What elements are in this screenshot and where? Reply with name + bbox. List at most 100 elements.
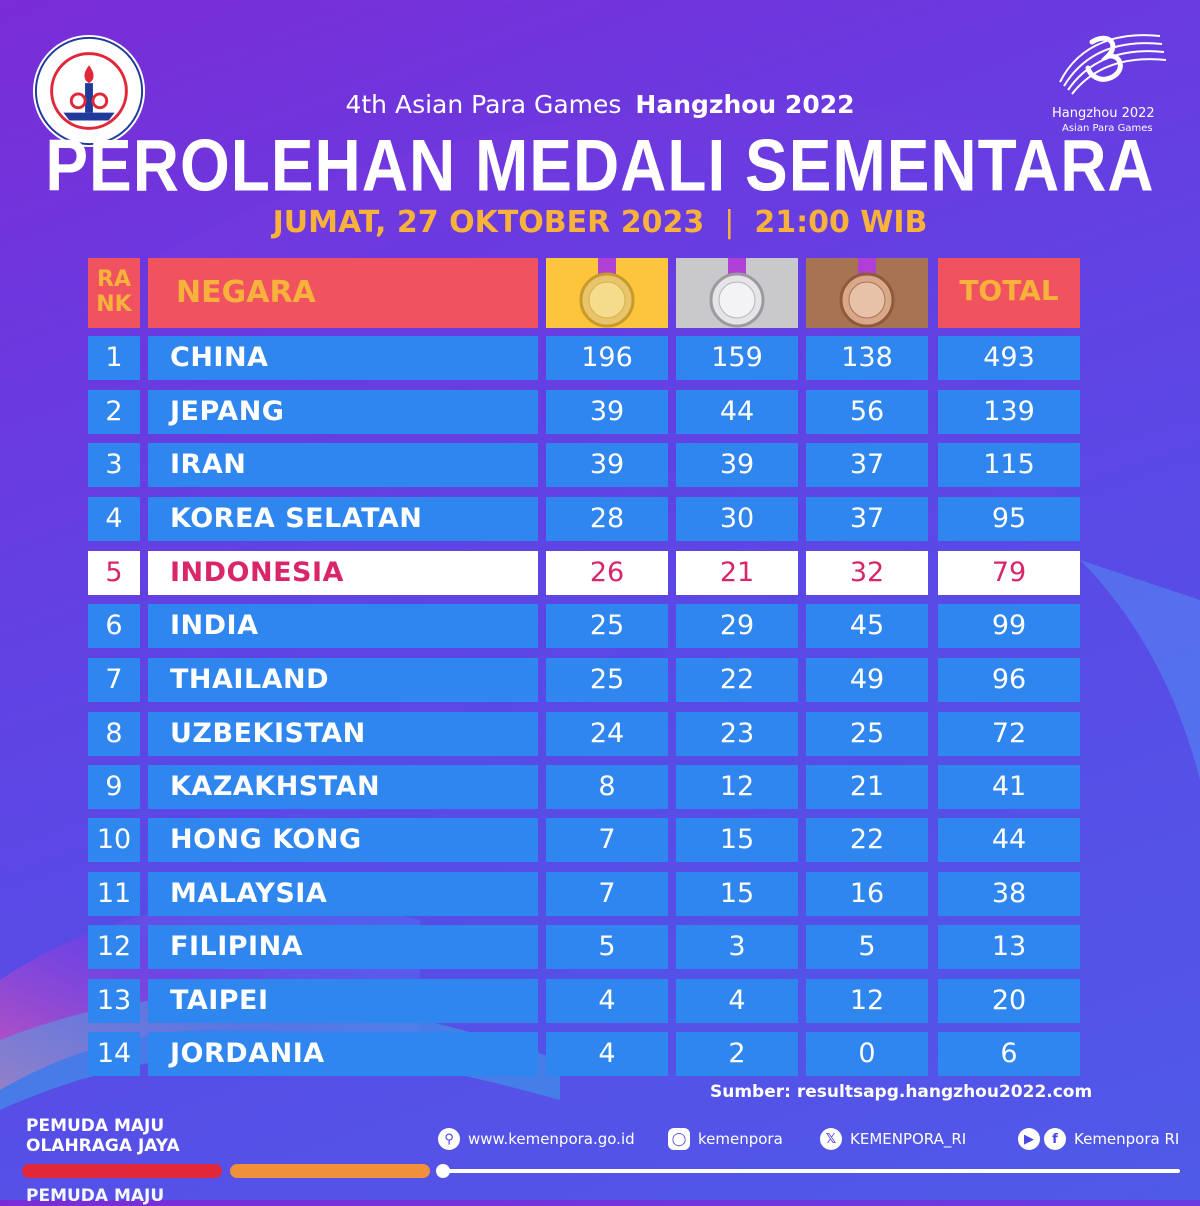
table-row: 12 FILIPINA 5 3 5 13 <box>0 925 1200 969</box>
country-cell: JORDANIA <box>148 1032 538 1076</box>
country-cell: HONG KONG <box>148 818 538 862</box>
page-title: PEROLEHAN MEDALI SEMENTARA <box>45 123 1155 207</box>
bronze-cell: 56 <box>806 390 928 434</box>
social-x[interactable]: 𝕏 KEMENPORA_RI <box>820 1128 966 1150</box>
bronze-cell: 25 <box>806 712 928 756</box>
rank-cell: 14 <box>88 1032 140 1076</box>
silver-cell: 29 <box>676 604 798 648</box>
table-row: 7 THAILAND 25 22 49 96 <box>0 658 1200 702</box>
total-cell: 79 <box>938 551 1080 595</box>
social-youtube-facebook[interactable]: ▶ f Kemenpora RI <box>1018 1128 1179 1150</box>
table-row: 10 HONG KONG 7 15 22 44 <box>0 818 1200 862</box>
table-row: 13 TAIPEI 4 4 12 20 <box>0 979 1200 1023</box>
social-instagram[interactable]: ◯ kemenpora <box>668 1128 783 1150</box>
table-row: 9 KAZAKHSTAN 8 12 21 41 <box>0 765 1200 809</box>
footer-bar-dot <box>436 1164 450 1178</box>
rank-cell: 11 <box>88 872 140 916</box>
total-cell: 13 <box>938 925 1080 969</box>
silver-medal-icon <box>709 258 765 328</box>
column-header-rank: RA NK <box>88 258 140 328</box>
gold-cell: 8 <box>546 765 668 809</box>
table-row: 8 UZBEKISTAN 24 23 25 72 <box>0 712 1200 756</box>
time-text: 21:00 WIB <box>754 205 928 240</box>
rank-cell: 3 <box>88 443 140 487</box>
total-cell: 20 <box>938 979 1080 1023</box>
date-text: JUMAT, 27 OKTOBER 2023 <box>272 205 705 240</box>
event-subtitle: 4th Asian Para Games Hangzhou 2022 <box>0 90 1200 119</box>
country-cell: KAZAKHSTAN <box>148 765 538 809</box>
country-cell: JEPANG <box>148 390 538 434</box>
column-header-total: TOTAL <box>938 258 1080 328</box>
bronze-cell: 0 <box>806 1032 928 1076</box>
tagline: PEMUDA MAJU OLAHRAGA JAYA <box>26 1116 180 1156</box>
tagline-line-1: PEMUDA MAJU <box>26 1116 165 1136</box>
gold-cell: 39 <box>546 390 668 434</box>
country-cell: INDONESIA <box>148 551 538 595</box>
column-header-bronze <box>806 258 928 328</box>
gold-cell: 5 <box>546 925 668 969</box>
gold-cell: 28 <box>546 497 668 541</box>
event-city-year: Hangzhou 2022 <box>635 90 855 119</box>
total-cell: 41 <box>938 765 1080 809</box>
total-cell: 6 <box>938 1032 1080 1076</box>
footer-bar-line <box>440 1169 1180 1173</box>
silver-cell: 2 <box>676 1032 798 1076</box>
rank-cell: 13 <box>88 979 140 1023</box>
bronze-cell: 49 <box>806 658 928 702</box>
social-website-label: www.kemenpora.go.id <box>468 1130 635 1148</box>
table-row: 5 INDONESIA 26 21 32 79 <box>0 551 1200 595</box>
kemenpora-logo <box>32 34 146 148</box>
silver-cell: 22 <box>676 658 798 702</box>
rank-cell: 7 <box>88 658 140 702</box>
gold-cell: 7 <box>546 818 668 862</box>
instagram-icon: ◯ <box>668 1128 690 1150</box>
rank-cell: 8 <box>88 712 140 756</box>
logo-line-1: Hangzhou 2022 <box>1052 106 1155 121</box>
table-row: 1 CHINA 196 159 138 493 <box>0 336 1200 380</box>
gold-cell: 39 <box>546 443 668 487</box>
gold-cell: 25 <box>546 658 668 702</box>
source-credit: Sumber: resultsapg.hangzhou2022.com <box>710 1082 1093 1102</box>
column-header-gold <box>546 258 668 328</box>
facebook-icon: f <box>1044 1128 1066 1150</box>
social-instagram-label: kemenpora <box>698 1130 783 1148</box>
table-row: 4 KOREA SELATAN 28 30 37 95 <box>0 497 1200 541</box>
social-youtube-facebook-label: Kemenpora RI <box>1074 1130 1180 1148</box>
total-cell: 38 <box>938 872 1080 916</box>
gold-cell: 7 <box>546 872 668 916</box>
search-icon: ⚲ <box>438 1128 460 1150</box>
event-name: 4th Asian Para Games <box>345 90 622 119</box>
silver-cell: 3 <box>676 925 798 969</box>
silver-cell: 159 <box>676 336 798 380</box>
para-games-emblem-icon <box>1059 34 1167 95</box>
column-header-silver <box>676 258 798 328</box>
silver-cell: 44 <box>676 390 798 434</box>
social-website[interactable]: ⚲ www.kemenpora.go.id <box>438 1128 635 1150</box>
logo-line-2: Asian Para Games <box>1062 123 1153 134</box>
gold-cell: 26 <box>546 551 668 595</box>
bronze-cell: 16 <box>806 872 928 916</box>
rank-cell: 10 <box>88 818 140 862</box>
table-row: 6 INDIA 25 29 45 99 <box>0 604 1200 648</box>
table-row: 3 IRAN 39 39 37 115 <box>0 443 1200 487</box>
rank-cell: 1 <box>88 336 140 380</box>
country-cell: KOREA SELATAN <box>148 497 538 541</box>
gold-cell: 196 <box>546 336 668 380</box>
silver-cell: 39 <box>676 443 798 487</box>
gold-medal-icon <box>579 258 635 328</box>
total-cell: 95 <box>938 497 1080 541</box>
country-cell: INDIA <box>148 604 538 648</box>
bronze-cell: 37 <box>806 443 928 487</box>
youtube-icon: ▶ <box>1018 1128 1040 1150</box>
rank-cell: 5 <box>88 551 140 595</box>
total-cell: 44 <box>938 818 1080 862</box>
column-header-country: NEGARA <box>148 258 538 328</box>
bronze-cell: 5 <box>806 925 928 969</box>
bronze-cell: 12 <box>806 979 928 1023</box>
silver-cell: 23 <box>676 712 798 756</box>
bronze-cell: 138 <box>806 336 928 380</box>
country-cell: IRAN <box>148 443 538 487</box>
bronze-cell: 32 <box>806 551 928 595</box>
country-cell: UZBEKISTAN <box>148 712 538 756</box>
rank-header-line-1: RA <box>97 267 131 292</box>
